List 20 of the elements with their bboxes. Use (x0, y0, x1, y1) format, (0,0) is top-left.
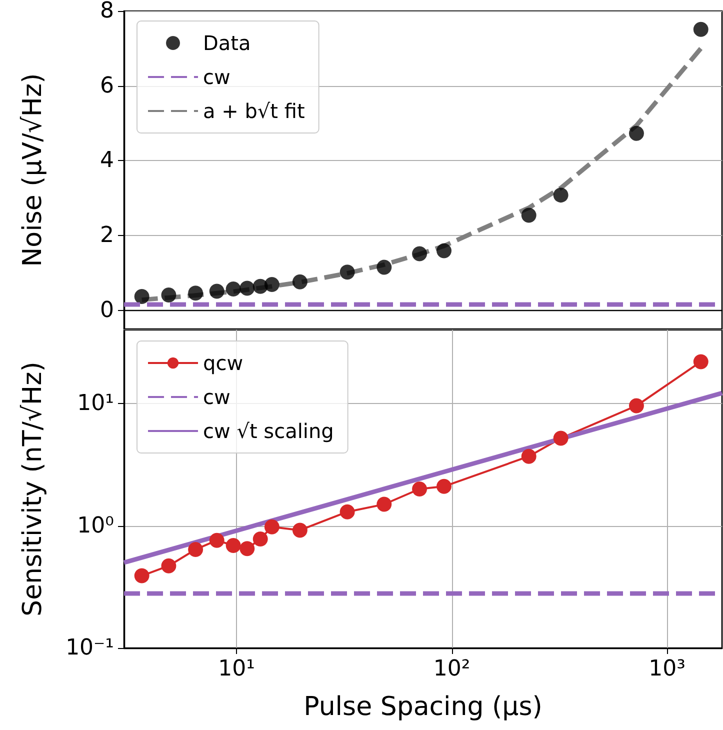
y-axis-title: Sensitivity (nT/√Hz) (18, 362, 48, 616)
y-tick-label: 10⁰ (77, 513, 114, 538)
y-tick-label: 10⁻¹ (66, 636, 114, 660)
x-tick-label: 10¹ (218, 656, 255, 682)
y-tick-label: 4 (100, 148, 114, 174)
y-tick-label: 10¹ (77, 391, 114, 416)
legend-label: cw (203, 65, 230, 89)
x-tick-label: 10³ (648, 656, 686, 682)
legend-label: Data (203, 31, 251, 55)
y-axis-title: Noise (µV/√Hz) (18, 73, 48, 267)
legend-label: qcw (203, 351, 244, 375)
legend-label: a + b√t fit (203, 99, 305, 123)
y-tick-label: 8 (100, 0, 114, 24)
x-axis-title: Pulse Spacing (µs) (304, 692, 542, 722)
y-tick-label: 0 (100, 298, 114, 323)
legend-label: cw (203, 385, 230, 409)
y-tick-label: 6 (100, 73, 114, 98)
legend-label: cw √t scaling (203, 419, 334, 443)
x-tick-label: 10² (433, 656, 470, 682)
y-tick-label: 2 (100, 222, 114, 248)
